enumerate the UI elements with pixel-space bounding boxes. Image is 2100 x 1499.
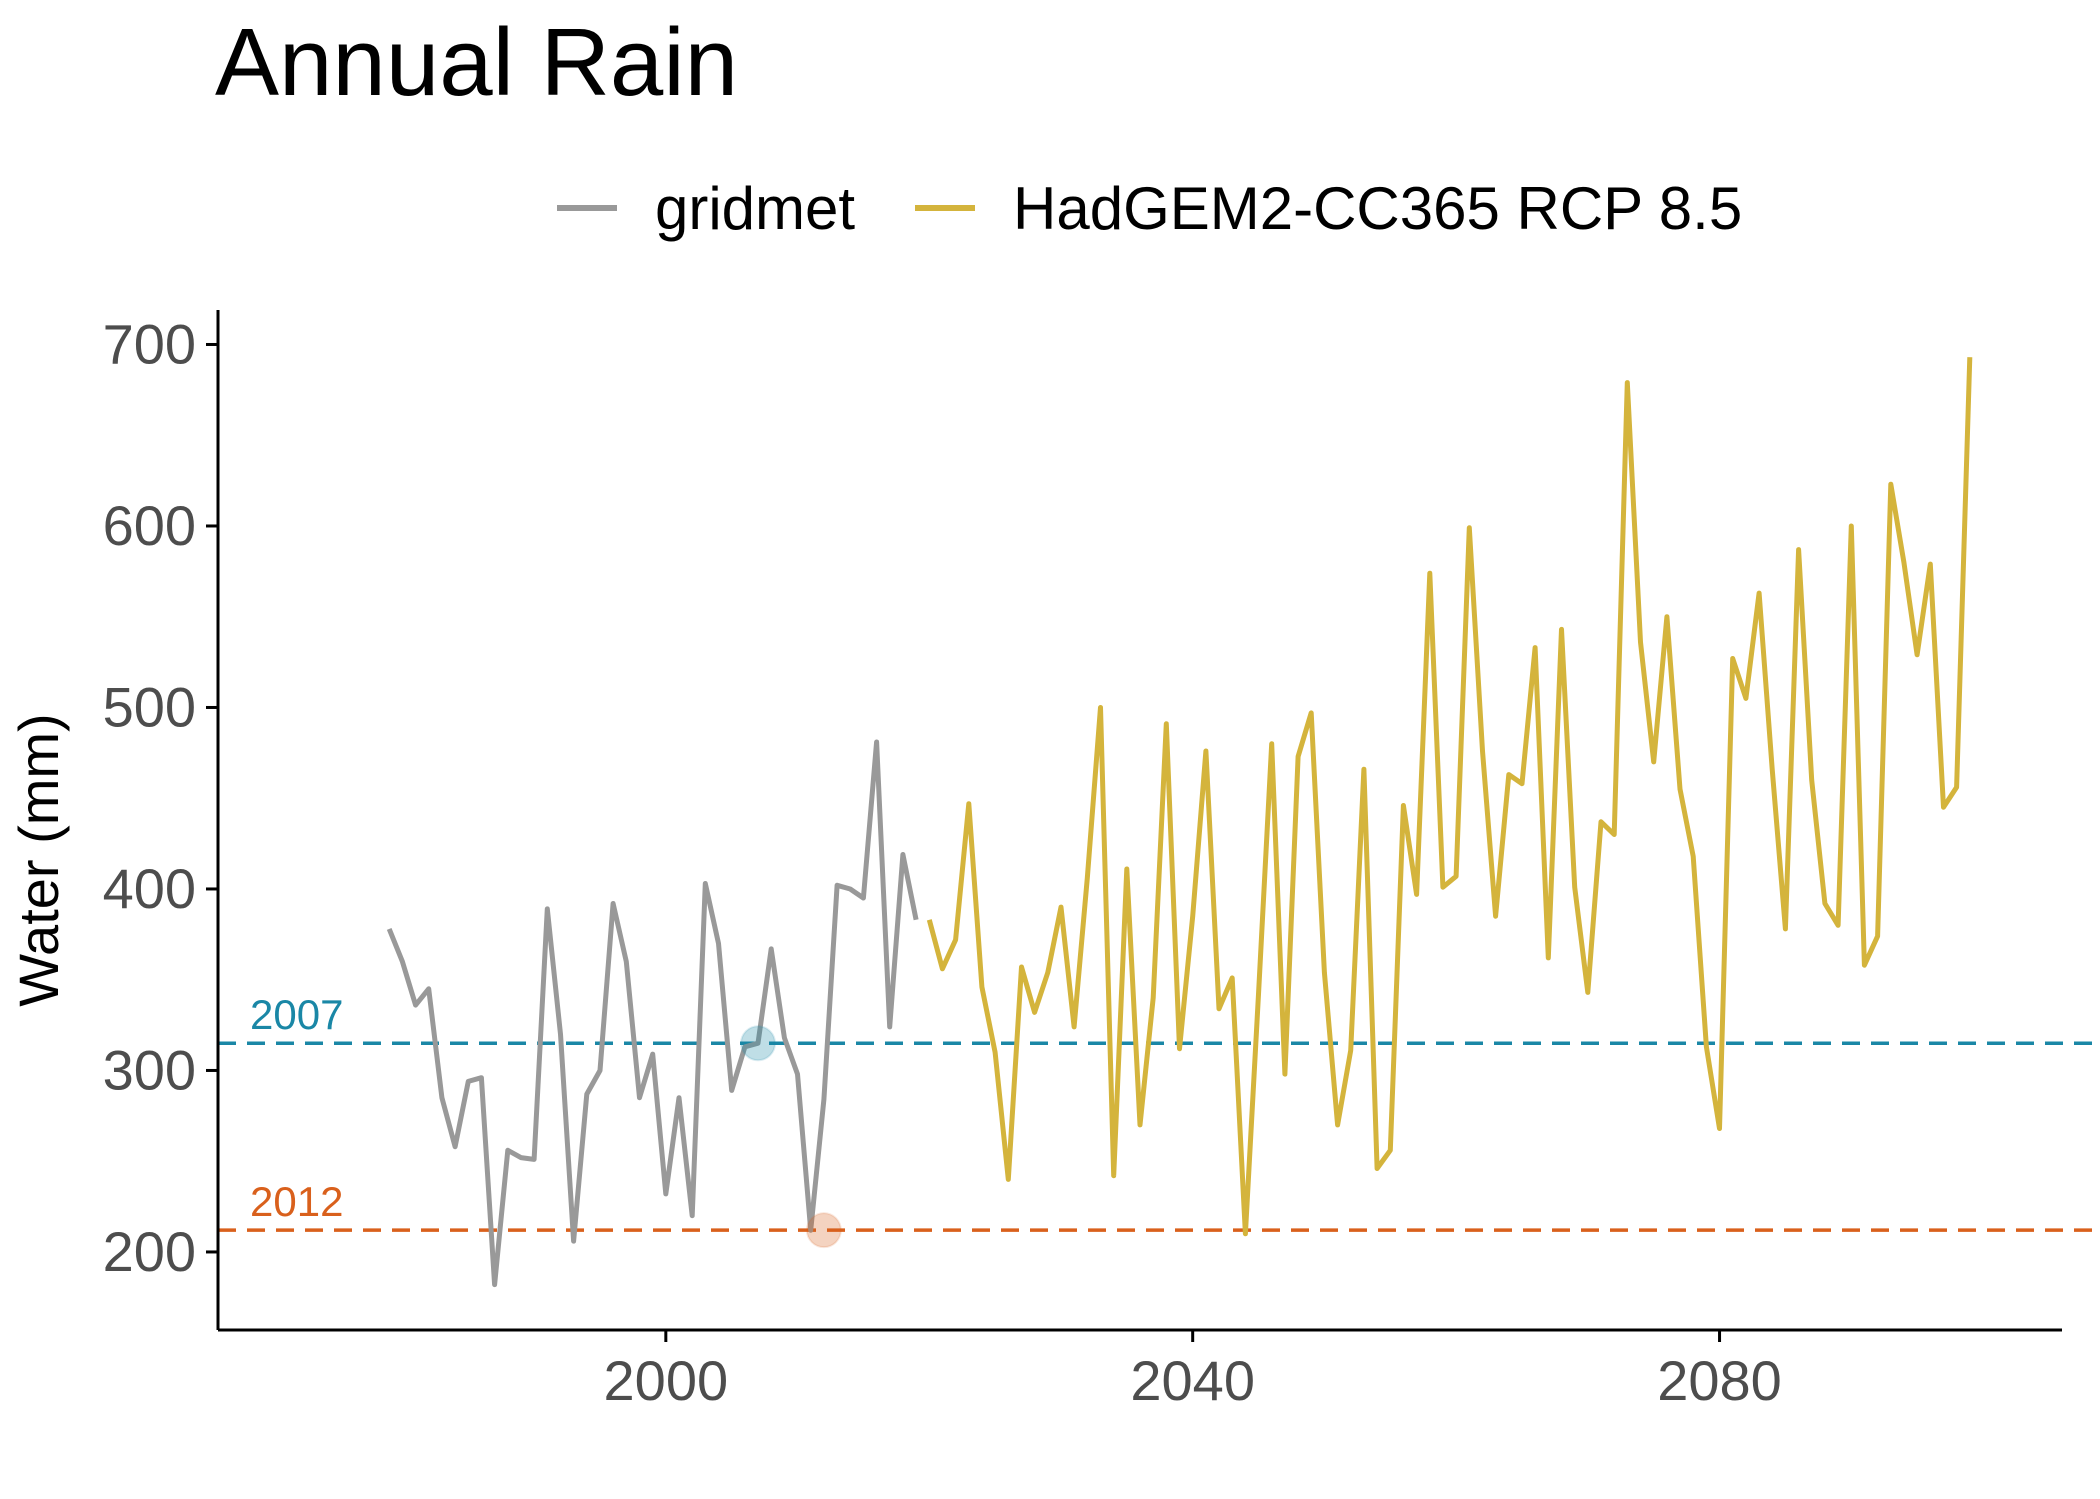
- legend-swatch-projection: [915, 205, 975, 211]
- reference-marker-2007: [740, 1025, 777, 1062]
- legend-item-gridmet: gridmet: [557, 168, 855, 248]
- y-tick-label: 600: [103, 494, 196, 557]
- y-tick-label: 700: [103, 312, 196, 375]
- legend-label-projection: HadGEM2-CC365 RCP 8.5: [1013, 174, 1743, 242]
- legend: gridmet HadGEM2-CC365 RCP 8.5: [0, 168, 2100, 248]
- y-tick-label: 500: [103, 675, 196, 738]
- reference-marker-2012: [805, 1212, 842, 1249]
- legend-swatch-gridmet: [557, 205, 617, 211]
- x-tick-label: 2000: [604, 1349, 729, 1412]
- y-axis-ticks: 200 300 400 500 600 700: [103, 312, 218, 1283]
- y-tick-label: 400: [103, 857, 196, 920]
- reference-markers: [740, 1025, 842, 1249]
- reference-lines: 2007 2012: [218, 991, 2100, 1232]
- series-line-projection: [926, 357, 1973, 1237]
- y-tick-label: 300: [103, 1038, 196, 1101]
- x-tick-label: 2080: [1657, 1349, 1782, 1412]
- x-tick-label: 2040: [1130, 1349, 1255, 1412]
- reference-label-2012: 2012: [250, 1178, 343, 1225]
- y-tick-label: 200: [103, 1220, 196, 1283]
- legend-item-projection: HadGEM2-CC365 RCP 8.5: [915, 168, 1742, 248]
- series-line-gridmet: [386, 739, 919, 1288]
- legend-label-gridmet: gridmet: [655, 174, 856, 242]
- x-axis-ticks: 2000 2040 2080: [604, 1330, 1782, 1412]
- series-lines: [386, 357, 1973, 1288]
- y-axis-title: Water (mm): [7, 713, 70, 1006]
- reference-label-2007: 2007: [250, 991, 343, 1038]
- chart-title: Annual Rain: [215, 9, 739, 116]
